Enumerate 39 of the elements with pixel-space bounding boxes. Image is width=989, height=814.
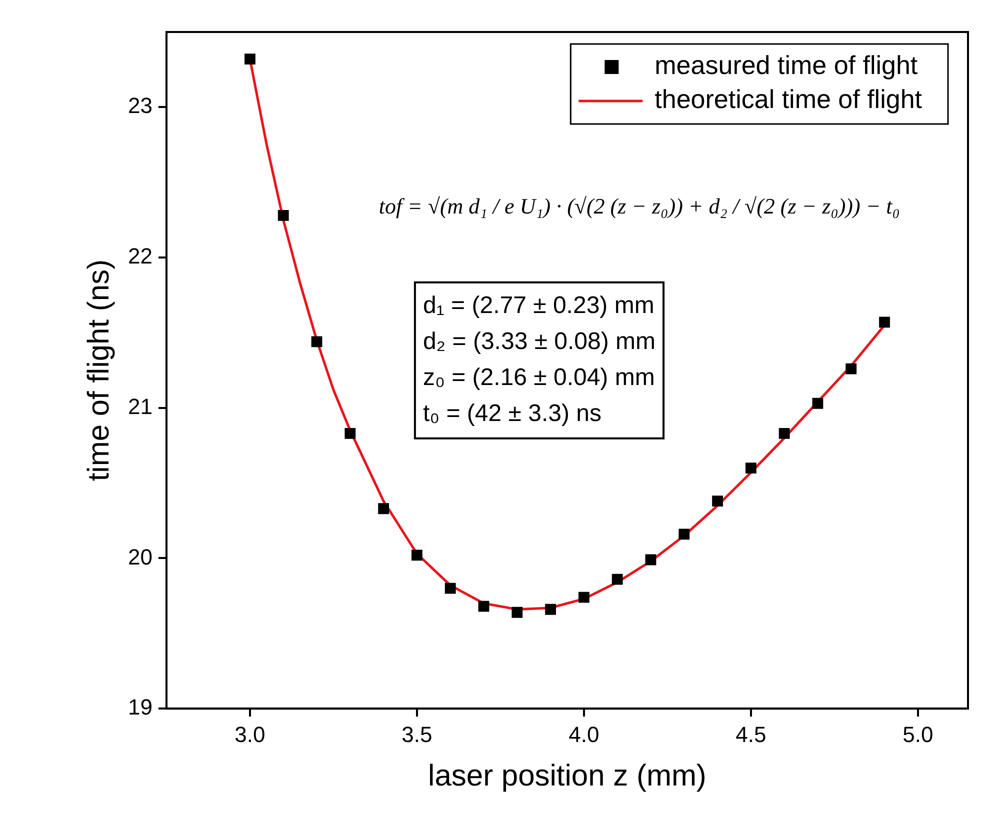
point — [645, 554, 656, 566]
annotation: t₀ = (42 ± 3.3) ns — [422, 400, 602, 427]
point — [278, 210, 289, 221]
point — [712, 496, 723, 507]
point — [612, 574, 623, 585]
point — [311, 336, 322, 348]
x-tick-label: 4.5 — [736, 722, 766, 747]
y-axis-title: time of flight (ns) — [82, 259, 116, 482]
point — [344, 428, 356, 439]
x-tick-label: 4.0 — [568, 722, 600, 747]
annotation: tof = √(m d₁ / e U₁) · (√(2 (z − z₀)) + d₂ / √(2 (z − z₀))) − t₀ — [378, 194, 900, 219]
x-tick-label: 5.0 — [902, 722, 934, 747]
y-tick-label: 22 — [128, 244, 152, 269]
y-tick-label: 20 — [128, 544, 152, 570]
point — [846, 363, 857, 374]
point — [778, 428, 790, 439]
x-axis-title: laser position z (mm) — [428, 759, 706, 792]
x-tick-label: 3.5 — [402, 722, 432, 747]
point — [478, 600, 490, 612]
x-tick-label: 3.0 — [234, 722, 266, 747]
point — [244, 54, 256, 65]
legend-label: theoretical time of flight — [654, 84, 923, 114]
annotation: d₁ = (2.77 ± 0.23) mm — [422, 292, 654, 319]
point — [812, 398, 824, 409]
point — [745, 462, 756, 474]
point — [378, 503, 389, 514]
point — [578, 592, 590, 603]
annotation: z₀ = (2.16 ± 0.04) mm — [422, 364, 655, 391]
point — [545, 604, 556, 615]
point — [412, 550, 422, 561]
point — [512, 606, 523, 618]
annotation: d₂ = (3.33 ± 0.08) mm — [422, 328, 656, 355]
y-tick-label: 23 — [128, 93, 152, 118]
legend-label: measured time of flight — [654, 50, 918, 80]
point — [678, 528, 690, 540]
point — [879, 316, 890, 328]
y-tick-label: 21 — [128, 394, 152, 419]
y-tick-label: 19 — [128, 694, 152, 720]
point — [444, 582, 456, 594]
